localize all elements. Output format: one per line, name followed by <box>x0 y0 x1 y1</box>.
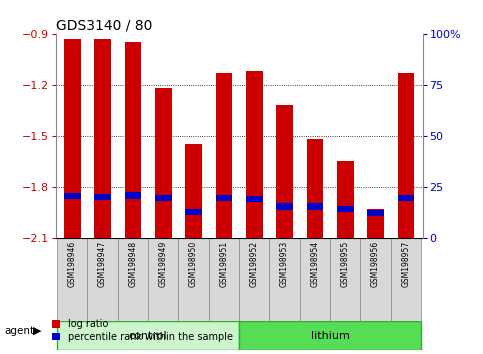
FancyBboxPatch shape <box>239 238 270 321</box>
Bar <box>307 210 323 238</box>
Bar <box>398 195 414 201</box>
Text: control: control <box>129 331 168 341</box>
Text: ▶: ▶ <box>33 326 42 336</box>
Bar <box>337 212 354 238</box>
Text: GSM198953: GSM198953 <box>280 240 289 287</box>
Bar <box>337 161 354 206</box>
Bar <box>215 195 232 201</box>
FancyBboxPatch shape <box>300 238 330 321</box>
Bar <box>246 202 263 238</box>
FancyBboxPatch shape <box>148 238 178 321</box>
Bar <box>337 206 354 212</box>
Text: GSM198949: GSM198949 <box>159 240 168 287</box>
FancyBboxPatch shape <box>270 238 300 321</box>
Text: GSM198948: GSM198948 <box>128 240 137 287</box>
Bar <box>64 199 81 238</box>
Bar <box>64 193 81 199</box>
Bar <box>155 195 171 201</box>
Text: agent: agent <box>5 326 35 336</box>
Bar <box>125 199 141 238</box>
Text: GSM198957: GSM198957 <box>401 240 411 287</box>
Bar <box>185 215 202 238</box>
Bar <box>367 209 384 210</box>
Text: GSM198952: GSM198952 <box>250 240 259 287</box>
FancyBboxPatch shape <box>118 238 148 321</box>
Text: GSM198954: GSM198954 <box>311 240 319 287</box>
Bar <box>125 192 141 199</box>
FancyBboxPatch shape <box>87 238 118 321</box>
Bar <box>94 200 111 238</box>
Bar <box>246 71 263 196</box>
FancyBboxPatch shape <box>330 238 360 321</box>
Text: GSM198946: GSM198946 <box>68 240 77 287</box>
Bar <box>215 73 232 195</box>
Bar <box>276 210 293 238</box>
Bar <box>367 216 384 238</box>
Bar <box>155 88 171 195</box>
Bar <box>185 144 202 209</box>
Text: GDS3140 / 80: GDS3140 / 80 <box>56 18 152 33</box>
Text: GSM198950: GSM198950 <box>189 240 198 287</box>
Legend: log ratio, percentile rank within the sample: log ratio, percentile rank within the sa… <box>48 315 237 346</box>
Bar <box>94 39 111 194</box>
Bar <box>307 204 323 210</box>
Bar <box>276 204 293 210</box>
Bar <box>94 194 111 200</box>
Text: GSM198947: GSM198947 <box>98 240 107 287</box>
Bar <box>239 321 421 350</box>
Bar <box>367 210 384 216</box>
Bar <box>215 201 232 238</box>
FancyBboxPatch shape <box>178 238 209 321</box>
Bar <box>307 139 323 204</box>
Bar <box>155 201 171 238</box>
FancyBboxPatch shape <box>57 238 87 321</box>
Bar <box>57 321 239 350</box>
Bar <box>185 209 202 215</box>
Text: GSM198955: GSM198955 <box>341 240 350 287</box>
Bar <box>125 42 141 192</box>
Text: GSM198951: GSM198951 <box>219 240 228 287</box>
Bar <box>64 39 81 193</box>
FancyBboxPatch shape <box>209 238 239 321</box>
Bar <box>246 196 263 202</box>
Bar <box>276 105 293 204</box>
Text: GSM198956: GSM198956 <box>371 240 380 287</box>
Bar <box>398 201 414 238</box>
FancyBboxPatch shape <box>360 238 391 321</box>
Bar <box>398 73 414 195</box>
FancyBboxPatch shape <box>391 238 421 321</box>
Text: lithium: lithium <box>311 331 350 341</box>
